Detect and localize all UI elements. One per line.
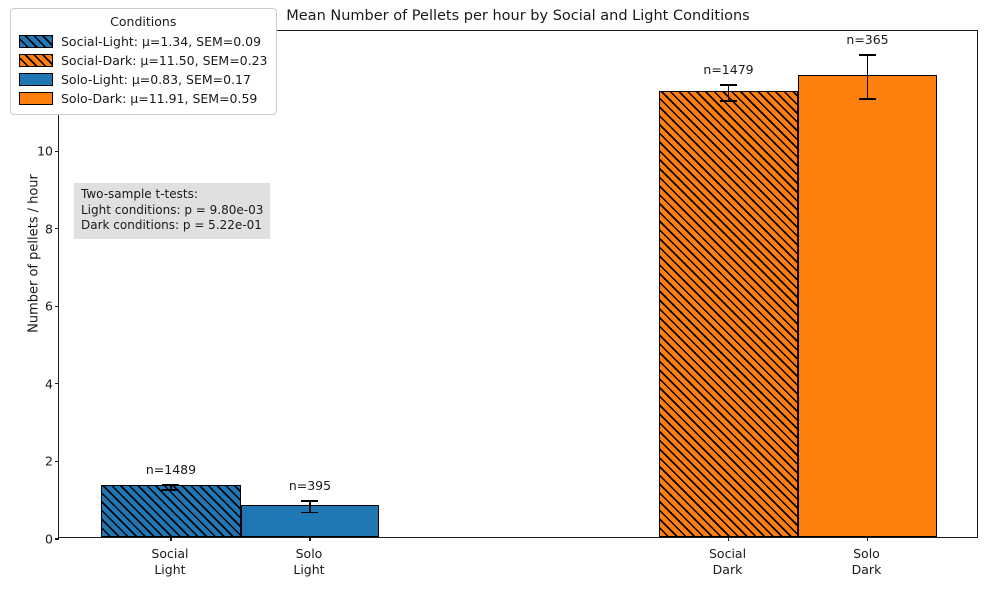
x-tick-label-line2: Dark: [851, 562, 882, 577]
x-tick-label-line1: Solo: [853, 546, 880, 561]
x-tick-label-line1: Social: [151, 546, 189, 561]
x-tick-label-line1: Social: [708, 546, 747, 561]
y-tick-mark: [55, 538, 59, 540]
error-bar-cap-bottom: [720, 100, 738, 102]
stats-line-1: Two-sample t-tests:: [81, 187, 198, 201]
y-tick-mark: [55, 228, 59, 230]
x-tick-label-line2: Light: [154, 562, 186, 577]
legend-swatch: [19, 35, 53, 48]
y-axis-label: Number of pellets / hour: [26, 174, 42, 333]
x-tick-mark: [727, 537, 730, 541]
y-tick-label: 4: [45, 376, 53, 392]
error-bar-line: [866, 54, 869, 101]
error-bar-line: [309, 500, 311, 514]
error-bar-social-dark: [709, 84, 749, 102]
bar-count-label: n=395: [288, 478, 332, 494]
error-bar-cap-top: [858, 54, 876, 56]
legend-entry-label: Social-Light: μ=1.34, SEM=0.09: [61, 34, 262, 49]
error-bar-social-light: [151, 483, 191, 491]
y-tick-label: 0: [45, 531, 53, 547]
x-tick-mark: [309, 537, 311, 541]
legend-entry[interactable]: Social-Dark: μ=11.50, SEM=0.23: [19, 51, 268, 70]
bar-social-light[interactable]: [100, 485, 241, 537]
legend-swatch: [19, 54, 53, 67]
legend-title: Conditions: [110, 14, 177, 29]
legend-entry[interactable]: Social-Light: μ=1.34, SEM=0.09: [19, 32, 268, 51]
stats-line-3: Dark conditions: p = 5.22e-01: [81, 218, 262, 232]
error-bar-solo-dark: [847, 54, 887, 101]
legend-swatch: [19, 73, 53, 86]
error-bar-cap-bottom: [162, 488, 180, 491]
legend-swatch: [19, 92, 53, 105]
legend-entry[interactable]: Solo-Dark: μ=11.91, SEM=0.59: [19, 89, 268, 108]
error-bar-cap-top: [301, 500, 319, 502]
bar-count-label: n=365: [846, 32, 889, 48]
x-tick-label: Solo Light: [229, 546, 389, 578]
bar-count-label: n=1489: [145, 461, 197, 477]
bar-count-label: n=1479: [703, 62, 754, 78]
x-tick-mark: [866, 537, 869, 541]
error-bar-cap-top: [720, 84, 738, 86]
legend-entry-label: Social-Dark: μ=11.50, SEM=0.23: [61, 53, 268, 68]
bar-social-dark[interactable]: [659, 91, 799, 537]
y-tick-label: 10: [37, 143, 53, 159]
x-tick-mark: [170, 537, 172, 541]
stats-line-2: Light conditions: p = 9.80e-03: [81, 202, 264, 217]
error-bar-solo-light: [290, 500, 330, 514]
error-bar-cap-bottom: [858, 98, 876, 101]
y-tick-label: 2: [45, 453, 53, 469]
y-tick-mark: [55, 383, 59, 385]
error-bar-cap-top: [162, 483, 180, 486]
y-tick-mark: [55, 150, 59, 152]
legend-entry-label: Solo-Light: μ=0.83, SEM=0.17: [61, 72, 251, 87]
page-title: Mean Number of Pellets per hour by Socia…: [286, 8, 750, 24]
x-tick-label-line2: Dark: [712, 562, 743, 577]
y-tick-mark: [55, 305, 59, 307]
x-tick-label: Social Dark: [648, 546, 808, 578]
error-bar-line: [170, 483, 172, 491]
x-tick-label: Solo Dark: [786, 546, 946, 578]
legend: Conditions Social-Light: μ=1.34, SEM=0.0…: [10, 8, 277, 115]
y-tick-mark: [55, 460, 59, 462]
error-bar-cap-bottom: [301, 511, 319, 514]
y-tick-label: 8: [45, 221, 53, 237]
bar-solo-dark[interactable]: [798, 75, 937, 537]
legend-entries: Social-Light: μ=1.34, SEM=0.09 Social-Dar…: [19, 32, 268, 108]
legend-entry-label: Solo-Dark: μ=11.91, SEM=0.59: [61, 91, 258, 106]
x-tick-label: Social Light: [90, 546, 250, 578]
statistics-annotation: Two-sample t-tests: Light conditions: p …: [74, 183, 271, 239]
legend-entry[interactable]: Solo-Light: μ=0.83, SEM=0.17: [19, 70, 268, 89]
x-tick-label-line1: Solo: [295, 546, 323, 561]
x-tick-label-line2: Light: [293, 562, 325, 577]
error-bar-line: [727, 84, 730, 102]
y-tick-label: 6: [45, 298, 53, 314]
